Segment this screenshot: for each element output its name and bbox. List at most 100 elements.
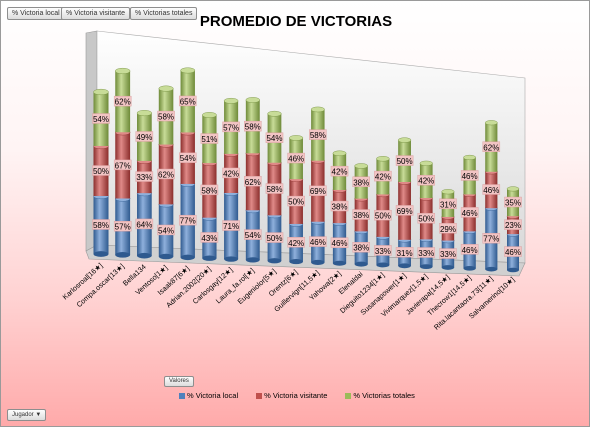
data-label: 69% <box>310 187 326 196</box>
data-label-bg <box>178 95 197 107</box>
bar-stack: 71% 42% 57% <box>222 97 240 262</box>
data-label-bg <box>374 209 392 221</box>
bar-stack: 46% 38% 42% <box>330 150 349 266</box>
bar-base <box>137 252 152 259</box>
data-label-bg <box>92 165 110 176</box>
data-label: 54% <box>93 115 109 124</box>
bar-base <box>289 258 303 265</box>
data-label: 46% <box>505 248 521 257</box>
data-label-bg <box>287 152 305 164</box>
bar-cap <box>289 135 304 141</box>
data-label: 50% <box>266 234 282 243</box>
data-label-bg <box>92 219 110 230</box>
legend-swatch-totales <box>345 392 352 399</box>
bar-stack: 46% 23% 35% <box>504 186 522 273</box>
data-label-bg <box>460 207 479 218</box>
data-label-bg <box>395 205 414 216</box>
legend-label-totales: % Victorias totales <box>353 391 415 400</box>
data-label-bg <box>460 244 479 255</box>
data-label: 77% <box>180 217 196 226</box>
bar-cap <box>202 112 217 118</box>
data-label: 43% <box>201 234 217 243</box>
data-label-bg <box>92 113 110 124</box>
data-label-bg <box>417 174 436 186</box>
data-label-bg <box>504 196 522 208</box>
data-label-bg <box>265 183 284 194</box>
data-label: 62% <box>158 170 174 179</box>
data-label: 46% <box>462 209 478 218</box>
data-label: 50% <box>375 212 391 221</box>
data-label-bg <box>135 131 154 142</box>
data-label: 50% <box>288 198 304 207</box>
bar-stack: 64% 33% 49% <box>135 110 154 259</box>
bar-base <box>267 258 282 264</box>
data-label-bg <box>439 248 457 259</box>
bar-base <box>180 254 195 261</box>
data-label: 49% <box>136 133 152 142</box>
data-label-bg <box>265 132 284 143</box>
bar-cap <box>463 154 476 161</box>
bar-base <box>441 265 455 270</box>
bar-cap <box>441 189 455 195</box>
data-label-bg <box>460 170 479 181</box>
legend-swatch-local <box>179 392 185 399</box>
data-label-bg <box>244 120 262 132</box>
data-label: 67% <box>115 161 131 170</box>
legend: % Victoria local % Victoria visitante % … <box>179 391 415 400</box>
data-label: 46% <box>310 238 326 247</box>
data-label: 35% <box>505 199 521 208</box>
data-label: 42% <box>223 169 239 178</box>
data-label-bg <box>287 237 305 248</box>
data-label-bg <box>178 152 197 163</box>
data-label: 58% <box>201 186 217 195</box>
bar-stack: 50% 58% 54% <box>265 110 284 264</box>
bar-stack: 33% 29% 31% <box>439 189 457 270</box>
data-label: 77% <box>483 235 499 244</box>
bar-cap <box>310 106 325 113</box>
bar-stack: 58% 50% 54% <box>92 88 110 257</box>
bar-cap <box>93 88 109 96</box>
bar-base <box>202 255 217 261</box>
data-label: 54% <box>158 226 174 235</box>
data-label: 62% <box>483 143 499 152</box>
legend-swatch-visitante <box>256 392 263 399</box>
bar-base <box>224 256 239 262</box>
data-label: 38% <box>353 178 369 187</box>
jugador-label: Jugador <box>12 412 34 418</box>
data-label-bg <box>374 170 392 182</box>
bar-base <box>485 266 498 272</box>
data-label: 46% <box>462 246 478 255</box>
data-label-bg <box>135 171 154 182</box>
legend-label-visitante: % Victoria visitante <box>264 391 328 400</box>
jugador-filter-button[interactable]: Jugador ▼ <box>7 409 47 421</box>
data-label-bg <box>265 232 284 243</box>
data-label-bg <box>330 237 349 248</box>
field-button-victoria-visitante[interactable]: % Victoria visitante <box>61 7 131 20</box>
data-label-bg <box>417 213 436 224</box>
data-label: 33% <box>440 250 456 259</box>
bar-base <box>245 257 260 263</box>
bar-stack: 43% 58% 51% <box>200 112 219 261</box>
data-label-bg <box>113 220 132 232</box>
data-label-bg <box>113 159 132 171</box>
field-button-victorias-totales[interactable]: % Victorias totales <box>130 7 198 20</box>
bar-cap <box>332 150 347 157</box>
legend-item-visitante: % Victoria visitante <box>256 391 327 400</box>
valores-field-button[interactable]: Valores <box>164 376 194 387</box>
bar-cap <box>115 67 131 75</box>
bar-stack: 31% 69% 50% <box>395 137 414 269</box>
data-label: 33% <box>136 173 152 182</box>
bar-stack: 38% 38% 38% <box>352 163 370 267</box>
data-label-bg <box>374 245 392 256</box>
data-label-bg <box>352 176 370 188</box>
data-label-bg <box>200 232 219 243</box>
bar-stack: 46% 69% 58% <box>309 106 327 265</box>
data-label-bg <box>395 247 414 258</box>
data-label: 50% <box>418 215 434 224</box>
data-label: 62% <box>245 178 261 187</box>
data-label-bg <box>482 184 501 195</box>
data-label: 38% <box>353 211 369 220</box>
data-label: 42% <box>332 168 348 177</box>
data-label: 33% <box>418 249 434 258</box>
data-label-bg <box>309 185 327 196</box>
